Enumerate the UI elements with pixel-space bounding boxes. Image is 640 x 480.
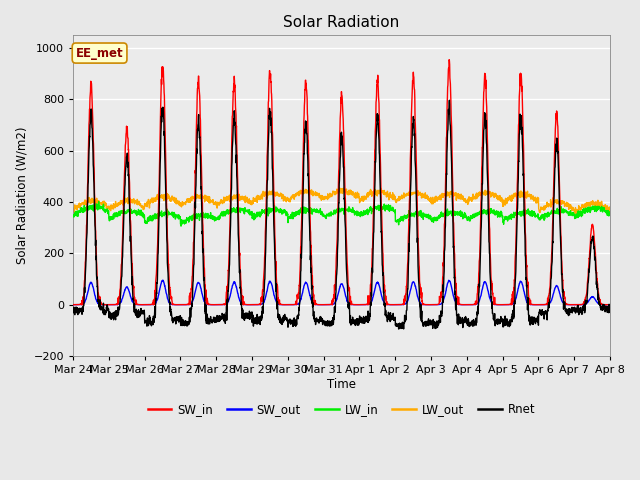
LW_out — [606, 204, 614, 210]
SW_in — [498, 302, 506, 308]
Rnet — [559, 296, 567, 301]
SW_in — [369, 235, 376, 240]
LW_in — [220, 211, 227, 216]
Line: SW_in: SW_in — [73, 60, 610, 305]
SW_out — [571, 302, 579, 308]
LW_out — [357, 196, 365, 202]
Line: Rnet: Rnet — [73, 100, 610, 329]
Rnet — [357, 316, 365, 322]
Rnet — [498, 317, 506, 323]
SW_out — [69, 302, 77, 308]
Y-axis label: Solar Radiation (W/m2): Solar Radiation (W/m2) — [15, 127, 28, 264]
SW_out — [498, 302, 506, 308]
SW_in — [445, 57, 453, 62]
SW_in — [220, 301, 227, 307]
SW_in — [559, 286, 567, 291]
Rnet — [574, 309, 582, 315]
Rnet — [369, 270, 376, 276]
Legend: SW_in, SW_out, LW_in, LW_out, Rnet: SW_in, SW_out, LW_in, LW_out, Rnet — [143, 398, 540, 420]
LW_out — [219, 198, 227, 204]
LW_out — [369, 190, 376, 196]
LW_out — [559, 199, 566, 205]
LW_in — [69, 214, 77, 220]
Rnet — [395, 326, 403, 332]
SW_out — [369, 295, 376, 300]
Line: SW_out: SW_out — [73, 280, 610, 305]
Text: EE_met: EE_met — [76, 47, 124, 60]
SW_in — [69, 302, 77, 308]
Rnet — [445, 97, 453, 103]
SW_out — [220, 302, 227, 308]
SW_out — [606, 302, 614, 308]
LW_in — [95, 199, 102, 204]
Rnet — [69, 309, 77, 314]
SW_out — [574, 302, 582, 308]
SW_out — [559, 300, 566, 305]
LW_out — [335, 185, 343, 191]
SW_in — [357, 302, 365, 308]
SW_out — [357, 302, 365, 308]
LW_in — [369, 206, 377, 212]
Line: LW_in: LW_in — [73, 202, 610, 226]
LW_out — [69, 207, 77, 213]
Rnet — [219, 315, 227, 321]
LW_in — [574, 215, 582, 220]
LW_in — [606, 211, 614, 217]
Rnet — [606, 309, 614, 315]
SW_in — [606, 302, 614, 308]
LW_in — [559, 208, 567, 214]
LW_out — [498, 195, 506, 201]
SW_in — [77, 302, 85, 308]
LW_in — [498, 211, 506, 217]
SW_in — [574, 302, 582, 308]
LW_out — [605, 211, 613, 217]
Line: LW_out: LW_out — [73, 188, 610, 214]
LW_out — [574, 208, 582, 214]
LW_in — [358, 212, 365, 218]
LW_in — [177, 223, 185, 229]
SW_out — [159, 277, 166, 283]
X-axis label: Time: Time — [327, 378, 356, 391]
Title: Solar Radiation: Solar Radiation — [284, 15, 400, 30]
